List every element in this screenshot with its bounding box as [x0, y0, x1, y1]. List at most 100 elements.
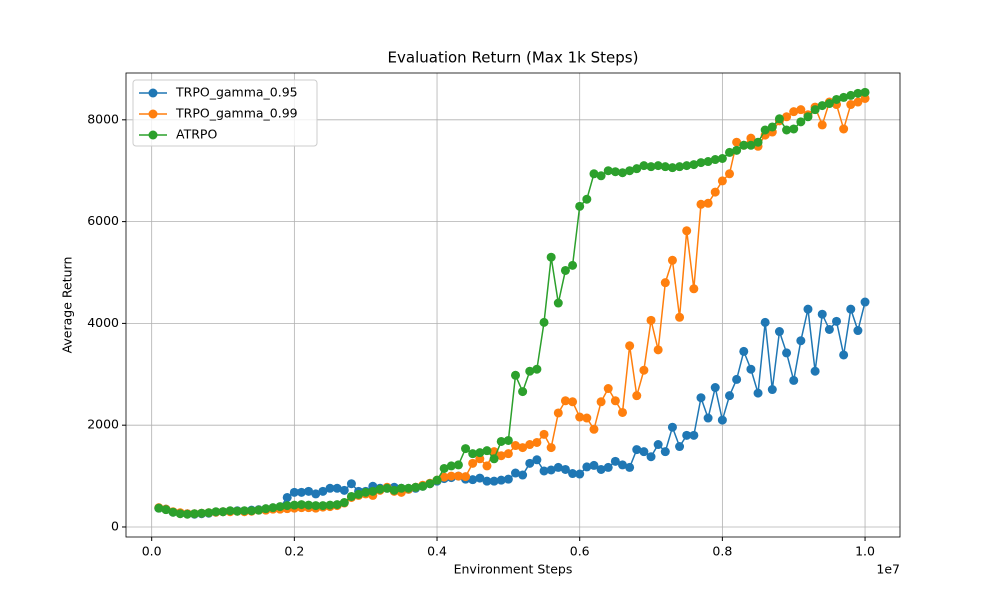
marker — [853, 97, 863, 107]
marker — [846, 100, 856, 110]
marker — [646, 452, 656, 462]
marker — [411, 482, 421, 492]
marker — [660, 162, 670, 172]
marker — [468, 458, 478, 468]
marker — [853, 88, 863, 98]
marker — [589, 169, 599, 179]
marker — [782, 112, 792, 122]
marker — [667, 422, 677, 432]
y-tick-label: 8000 — [87, 111, 119, 126]
series — [154, 87, 870, 519]
marker — [710, 187, 720, 197]
marker — [603, 166, 613, 176]
marker — [510, 441, 520, 451]
marker — [275, 502, 285, 512]
marker — [154, 503, 164, 513]
marker — [182, 509, 192, 519]
marker — [439, 472, 449, 482]
marker — [682, 161, 692, 171]
marker — [725, 169, 735, 179]
marker — [503, 435, 513, 445]
marker — [618, 460, 628, 470]
marker — [832, 316, 842, 326]
marker — [725, 391, 735, 401]
marker — [403, 483, 413, 493]
marker — [753, 388, 763, 398]
plot-frame — [125, 72, 901, 538]
marker — [732, 145, 742, 155]
marker — [860, 297, 870, 307]
marker — [817, 309, 827, 319]
marker — [774, 114, 784, 124]
marker — [568, 397, 578, 407]
marker — [689, 160, 699, 170]
legend-box — [132, 79, 318, 147]
marker — [418, 481, 428, 491]
marker — [161, 505, 171, 515]
marker — [682, 226, 692, 236]
marker — [596, 397, 606, 407]
marker — [824, 99, 834, 109]
marker — [232, 506, 242, 516]
marker — [282, 492, 292, 502]
marker — [553, 298, 563, 308]
marker — [717, 154, 727, 164]
marker — [739, 140, 749, 150]
marker — [796, 117, 806, 127]
marker — [539, 466, 549, 476]
marker — [296, 487, 306, 497]
marker — [468, 475, 478, 485]
marker — [696, 199, 706, 209]
marker — [796, 105, 806, 115]
marker — [560, 396, 570, 406]
marker — [589, 424, 599, 434]
marker — [311, 501, 321, 511]
marker — [518, 470, 528, 480]
y-tick-label: 2000 — [87, 417, 119, 432]
marker — [482, 476, 492, 486]
marker — [453, 460, 463, 470]
marker — [446, 461, 456, 471]
x-tick-label: 0.8 — [712, 544, 732, 559]
legend-label: TRPO_gamma_0.95 — [175, 85, 298, 100]
y-axis-label: Average Return — [60, 257, 75, 354]
marker — [446, 471, 456, 481]
marker — [853, 326, 863, 336]
marker — [311, 489, 321, 499]
marker — [782, 125, 792, 135]
marker — [575, 469, 585, 479]
marker — [689, 430, 699, 440]
marker — [732, 137, 742, 147]
marker — [767, 122, 777, 132]
marker — [539, 429, 549, 439]
marker — [396, 483, 406, 493]
marker — [553, 462, 563, 472]
marker — [553, 408, 563, 418]
marker — [503, 449, 513, 459]
marker — [560, 265, 570, 275]
x-offset-text: 1e7 — [876, 562, 900, 577]
marker — [211, 507, 221, 517]
marker — [817, 120, 827, 130]
marker — [632, 445, 642, 455]
marker — [532, 455, 542, 465]
marker — [675, 442, 685, 452]
marker — [653, 345, 663, 355]
marker — [618, 407, 628, 417]
marker — [546, 252, 556, 262]
marker — [496, 451, 506, 461]
marker — [189, 509, 199, 519]
marker — [675, 162, 685, 172]
chart-title: Evaluation Return (Max 1k Steps) — [388, 49, 639, 67]
marker — [610, 456, 620, 466]
marker — [247, 506, 257, 516]
marker — [168, 507, 178, 517]
x-axis-label: Environment Steps — [454, 562, 573, 577]
marker — [461, 472, 471, 482]
marker — [268, 503, 278, 513]
marker — [461, 444, 471, 454]
marker — [625, 166, 635, 176]
marker — [824, 325, 834, 335]
marker — [582, 462, 592, 472]
